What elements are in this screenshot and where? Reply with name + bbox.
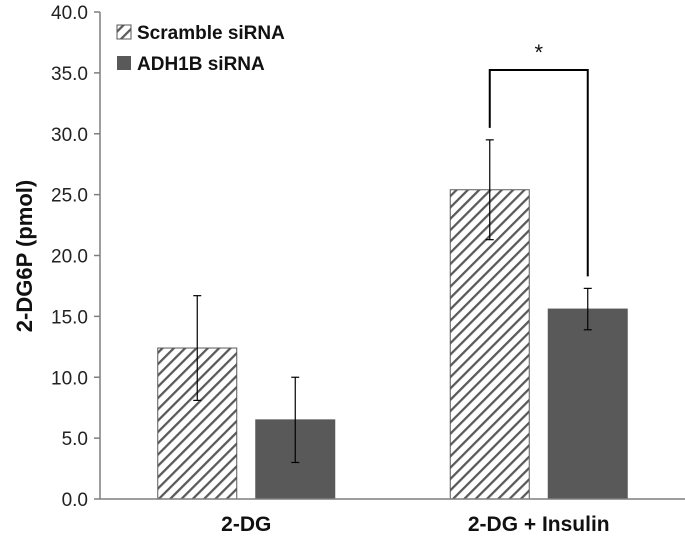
x-category-label: 2-DG + Insulin <box>468 513 610 536</box>
y-tick-label: 5.0 <box>62 429 88 450</box>
y-tick-label: 0.0 <box>62 490 88 511</box>
y-tick-label: 35.0 <box>51 64 88 85</box>
y-tick-label: 15.0 <box>51 307 88 328</box>
y-axis-title: 2-DG6P (pmol) <box>12 180 37 332</box>
y-tick-label: 20.0 <box>51 247 88 268</box>
y-tick-label: 40.0 <box>51 3 88 24</box>
legend-label-adh1b: ADH1B siRNA <box>137 54 265 75</box>
significance-star: * <box>534 40 543 65</box>
bar-adh1b-2dg-insulin <box>547 308 628 500</box>
significance-annotation: * <box>488 40 589 277</box>
x-category-label: 2-DG <box>221 513 271 536</box>
legend-label-scramble: Scramble siRNA <box>137 23 285 44</box>
y-tick-label: 25.0 <box>51 186 88 207</box>
legend-swatch-scramble <box>116 24 132 40</box>
bar-group <box>157 189 628 500</box>
y-tick-label: 30.0 <box>51 125 88 146</box>
y-axis-ticks: 0.0 5.0 10.0 15.0 20.0 25.0 30.0 35.0 40.0 <box>51 3 100 511</box>
significance-bracket <box>488 69 589 277</box>
x-axis-labels: 2-DG 2-DG + Insulin <box>221 513 609 536</box>
legend-swatch-adh1b <box>117 56 131 70</box>
y-tick-label: 10.0 <box>51 368 88 389</box>
legend: Scramble siRNA ADH1B siRNA <box>116 23 285 75</box>
error-bar-group <box>193 139 592 464</box>
